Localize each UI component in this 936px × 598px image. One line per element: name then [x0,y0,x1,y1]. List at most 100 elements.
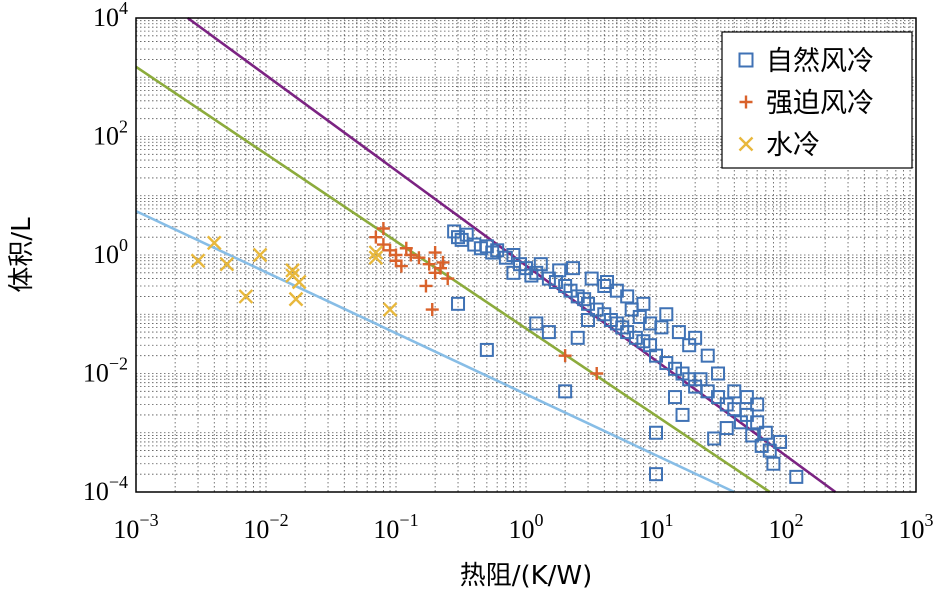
data-point [615,320,630,335]
legend-marker [738,136,754,152]
data-point [654,320,669,335]
data-point [719,397,734,412]
data-point [529,316,544,331]
data-point [376,222,390,236]
data-point [589,302,604,317]
data-point [577,292,592,307]
data-point [190,253,206,269]
data-point [291,274,307,290]
data-point [754,438,769,453]
legend-label: 水冷 [766,130,820,161]
data-point [671,325,686,340]
grid [136,18,916,492]
data-point [636,296,651,311]
data-point [707,431,722,446]
y-tick-label: 10−4 [83,472,128,506]
data-point [498,250,513,265]
data-point [558,349,572,363]
data-point [479,342,494,357]
data-point [584,271,599,286]
data-point [719,421,734,436]
data-point [419,279,433,293]
data-point [688,330,703,345]
data-point [628,330,643,345]
data-point [422,257,436,271]
data-point [541,325,556,340]
data-point [376,238,390,252]
data-point [659,307,674,322]
data-point [206,235,222,251]
data-point [667,361,682,376]
legend-label: 强迫风冷 [766,88,874,119]
data-point [711,366,726,381]
x-tick-label: 10−2 [243,510,288,544]
x-tick-label: 103 [899,510,934,544]
series-2 [369,222,604,380]
data-point [590,367,604,380]
data-point [773,434,788,449]
legend-marker [739,95,753,109]
legend-label: 自然风冷 [766,46,874,77]
series-3 [190,235,398,317]
y-tick-label: 102 [93,117,128,151]
data-point [649,348,663,363]
data-point [750,415,765,430]
x-tick-label: 102 [769,510,804,544]
data-point [745,428,760,443]
data-point [693,372,708,387]
data-point [434,261,448,275]
data-point [552,263,567,278]
data-point [566,261,581,276]
data-point [490,243,505,258]
data-point [369,230,383,244]
data-point [285,263,300,278]
y-tick-label: 104 [93,0,128,32]
x-tick-label: 101 [639,510,674,544]
data-point [404,248,418,262]
data-point [485,245,500,260]
fit-line-3 [135,209,735,494]
data-point [762,443,777,458]
data-points [190,222,804,484]
data-point [750,397,765,412]
legend-box [721,31,913,169]
data-point [399,241,413,255]
legend-entry-3: 水冷 [738,130,820,161]
series-1 [447,224,804,484]
data-point [451,230,466,245]
data-point [624,302,639,317]
data-point [649,425,663,440]
data-point [288,291,304,307]
x-tick-label: 10−3 [113,510,158,544]
x-axis-title: 热阻/(K/W) [460,561,593,591]
y-tick-labels: 10−4 10−2 100 102 104 [83,0,128,506]
data-point [667,390,682,405]
data-point [533,257,548,272]
data-point [711,390,726,405]
data-point [766,456,781,471]
data-point [739,390,754,405]
data-point [700,348,715,363]
data-point [459,227,474,242]
data-point [441,272,455,286]
x-tick-label: 100 [509,510,544,544]
data-point [620,289,635,304]
data-point [425,303,439,317]
x-tick-labels: 10−3 10−2 10−1 100 101 102 103 [113,510,933,544]
y-axis-title: 体积/L [7,217,37,293]
data-point [394,259,408,273]
data-point [675,407,690,422]
data-point [238,289,254,304]
data-point [558,384,573,399]
data-point [789,469,804,484]
data-point [600,275,615,290]
legend-marker [738,52,754,68]
legend-entry-1: 自然风冷 [738,46,874,77]
data-point [252,247,268,263]
data-point [412,251,426,265]
data-point [506,265,521,280]
data-point [524,268,539,283]
